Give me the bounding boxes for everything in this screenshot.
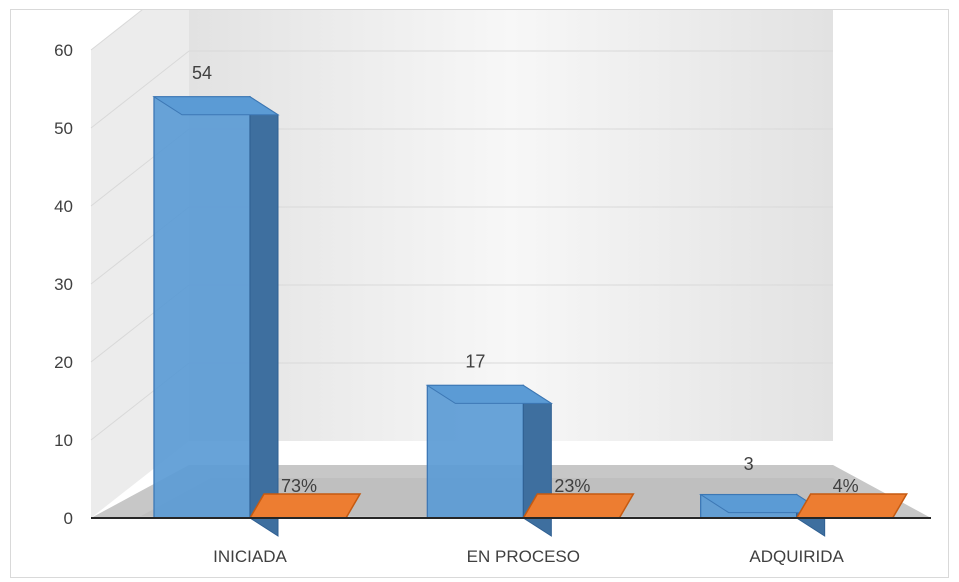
bar-pct-adquirida-slab [795,493,908,519]
chart-frame: 0 10 20 30 40 50 60 54 73% 17 23% 3 4% INICIADA EN P… [10,0,949,578]
y-tick-label: 30 [54,275,73,294]
x-tick-label: ADQUIRIDA [749,547,844,566]
bar-iniciada-front [153,96,251,519]
y-tick-label: 50 [54,119,73,138]
x-tick-label: EN PROCESO [467,547,580,566]
y-tick-label: 20 [54,353,73,372]
bar-en-proceso-top [425,384,554,404]
bar-pct-iniciada [248,493,362,519]
data-label-count: 3 [744,454,754,474]
data-label-count: 54 [192,63,212,83]
bar-pct-en-proceso [522,493,635,519]
bar-pct-iniciada-slab [248,493,362,519]
chart-svg: 0 10 20 30 40 50 60 54 73% 17 23% 3 4% INICIADA EN P… [54,0,931,566]
y-tick-label: 0 [64,509,73,528]
y-tick-label: 40 [54,197,73,216]
bar-pct-en-proceso-slab [522,493,635,519]
back-wall [189,0,833,441]
bar-pct-adquirida [795,493,908,519]
bar-en-proceso [425,384,554,537]
data-label-percent: 73% [281,476,317,496]
x-axis: INICIADA EN PROCESO ADQUIRIDA [91,517,931,566]
y-tick-label: 60 [54,41,73,60]
bar-iniciada-side [249,95,279,537]
bar-iniciada-top [152,96,280,116]
gridline-side [90,50,190,129]
bar-en-proceso-front [426,384,524,519]
data-label-count: 17 [465,351,485,371]
y-axis: 0 10 20 30 40 50 60 [54,41,73,528]
y-tick-label: 10 [54,431,73,450]
x-tick-label: INICIADA [213,547,287,566]
chart-bars [152,95,908,537]
gridline-side [90,0,156,51]
data-label-percent: 4% [833,476,859,496]
data-labels: 54 73% 17 23% 3 4% [192,63,859,496]
data-label-percent: 23% [554,476,590,496]
bar-iniciada [152,95,280,537]
